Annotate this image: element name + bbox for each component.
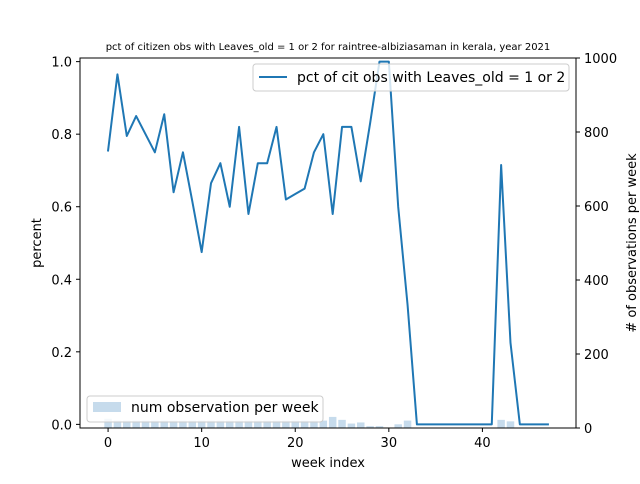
y-left-tick-label: 0.8 [51, 128, 72, 143]
y-left-tick-label: 0.6 [51, 201, 72, 216]
y-right-tick-label: 200 [584, 348, 609, 363]
y-right-tick-label: 600 [584, 200, 609, 215]
bar [216, 420, 225, 428]
y-axis-right-ticks: 0 200 400 600 800 1000 [576, 52, 617, 437]
bar [338, 419, 346, 428]
bar [207, 420, 215, 428]
bar [506, 421, 515, 428]
line-legend: pct of cit obs with Leaves_old = 1 or 2 [252, 63, 570, 92]
bar [197, 420, 206, 428]
bar [179, 420, 187, 428]
x-tick-label: 40 [474, 436, 491, 451]
bar-series [104, 416, 515, 428]
bar-legend-box [86, 395, 324, 423]
bar [244, 420, 253, 428]
bar [291, 420, 299, 428]
y-right-tick-label: 1000 [584, 52, 617, 67]
bar [263, 420, 271, 428]
bar [319, 420, 328, 428]
y-right-tick-label: 800 [584, 126, 609, 141]
bar [394, 424, 402, 428]
bar-legend-label: num observation per week [131, 400, 319, 416]
bar [141, 420, 150, 428]
bar [113, 420, 122, 428]
x-tick-label: 0 [104, 436, 112, 451]
x-tick-label: 30 [381, 436, 398, 451]
bar [104, 418, 112, 428]
series-line [106, 60, 549, 426]
bar [151, 420, 159, 428]
bar [160, 420, 168, 428]
bar [254, 420, 262, 428]
x-axis-ticks: 0 10 20 30 40 [104, 428, 491, 451]
bar [497, 419, 505, 428]
bar [272, 420, 281, 428]
line-legend-box [252, 63, 570, 92]
bar-legend-swatch [93, 402, 121, 412]
y-axis-left-ticks: 0.0 0.2 0.4 0.6 0.8 1.0 [51, 56, 80, 433]
bar [310, 420, 318, 428]
bar [375, 426, 384, 428]
x-axis-label: week index [291, 456, 365, 471]
bar [225, 420, 234, 428]
bar [357, 422, 365, 428]
x-tick-label: 20 [287, 436, 304, 451]
line-series [106, 60, 549, 426]
bar [282, 420, 290, 428]
y-left-tick-label: 0.2 [51, 346, 72, 361]
bar [403, 420, 412, 428]
y-right-tick-label: 0 [584, 422, 592, 437]
bar-legend: num observation per week [86, 395, 324, 423]
bar [123, 420, 131, 428]
y-axis-left-label: percent [30, 218, 45, 268]
chart-title: pct of citizen obs with Leaves_old = 1 o… [106, 42, 551, 53]
bar [300, 420, 309, 428]
y-left-tick-label: 1.0 [51, 56, 72, 71]
bar [366, 426, 374, 428]
bar [347, 423, 356, 428]
x-tick-label: 10 [193, 436, 210, 451]
plot-frame [79, 57, 577, 429]
bar [132, 420, 140, 428]
bar [328, 416, 337, 428]
line-legend-label: pct of cit obs with Leaves_old = 1 or 2 [297, 70, 565, 86]
bar [169, 420, 178, 428]
y-left-tick-label: 0.4 [51, 273, 72, 288]
bar [188, 420, 197, 428]
y-left-tick-label: 0.0 [51, 418, 72, 433]
y-axis-right-label: # of observations per week [625, 153, 640, 333]
y-right-tick-label: 400 [584, 274, 609, 289]
bar [235, 420, 243, 428]
